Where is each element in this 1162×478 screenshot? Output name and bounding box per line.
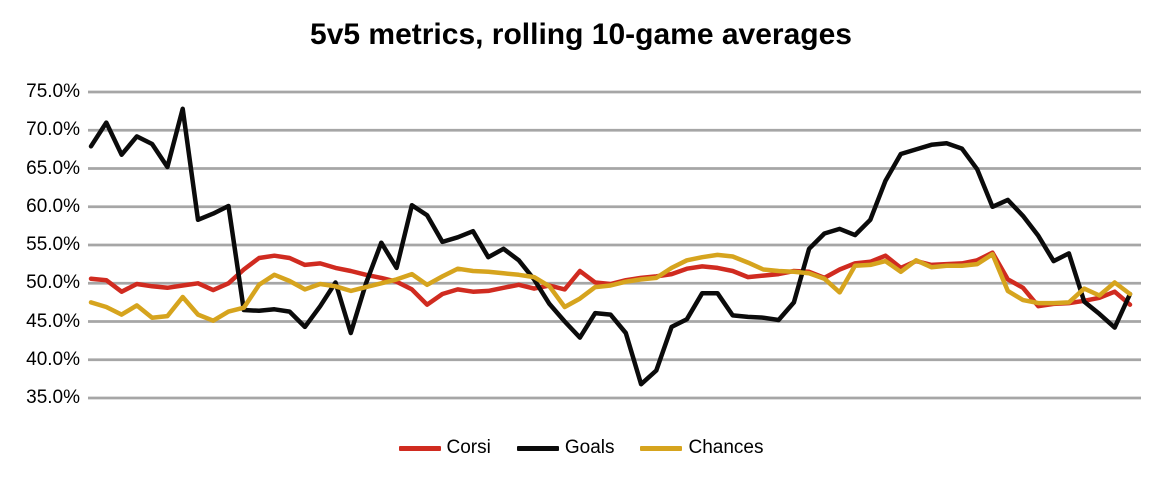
y-axis-tick-label: 70.0% [26,119,80,141]
legend-item-corsi: Corsi [398,437,491,459]
chart-title: 5v5 metrics, rolling 10-game averages [310,18,852,51]
legend-item-goals: Goals [516,437,615,459]
series-line-goals [88,106,1133,387]
y-axis-tick-label: 65.0% [26,157,80,179]
legend: Corsi Goals Chances [0,437,1162,459]
legend-swatch-corsi [398,445,441,451]
legend-label-chances: Chances [688,437,764,458]
series-line-corsi [88,250,1133,309]
legend-swatch-goals [516,445,559,451]
y-axis-tick-label: 55.0% [26,234,80,255]
legend-swatch-chances [640,445,683,451]
gridlines [88,90,1141,400]
y-axis-tick-label: 40.0% [26,348,80,370]
y-axis-tick-label: 60.0% [26,195,80,217]
y-axis-tick-label: 45.0% [26,310,80,332]
y-axis-tick-label: 50.0% [26,272,80,294]
series-line-chances [88,251,1133,323]
legend-item-chances: Chances [640,437,763,459]
y-axis-tick-label: 75.0% [26,81,80,102]
y-axis-tick-label: 35.0% [26,387,80,408]
legend-label-corsi: Corsi [446,437,491,458]
legend-label-goals: Goals [564,437,615,458]
